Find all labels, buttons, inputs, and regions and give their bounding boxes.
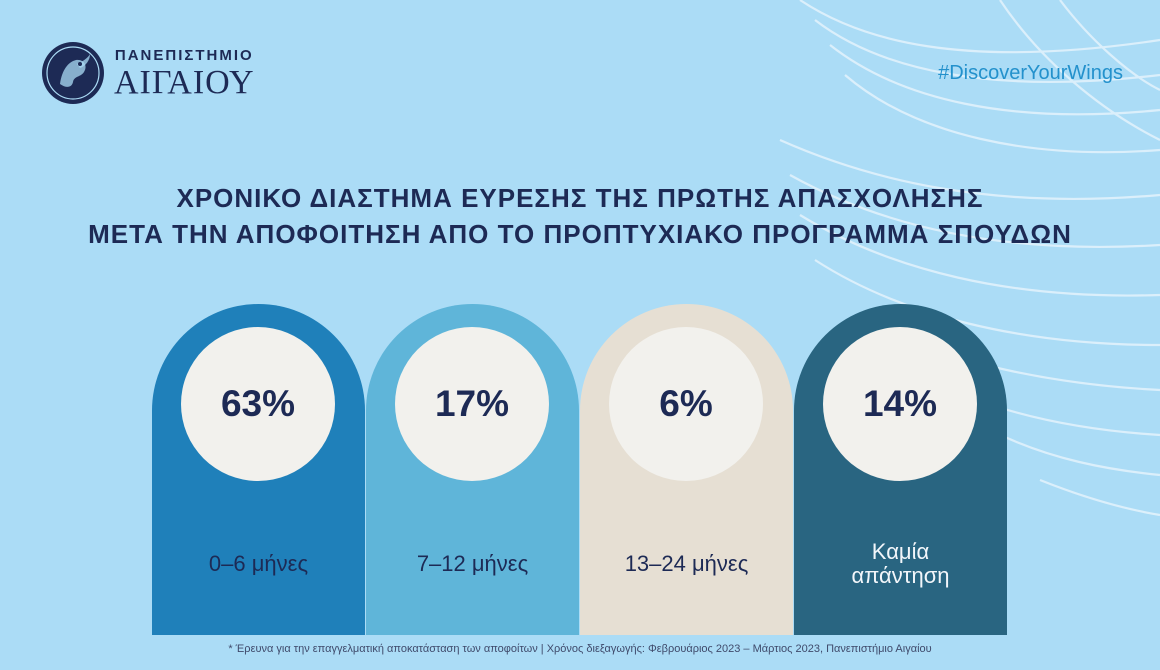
logo-line-1: ΠΑΝΕΠΙΣΤΗΜΙΟ	[114, 46, 254, 64]
category-card-4: 14% Καμία απάντηση	[794, 304, 1007, 635]
chart-title: ΧΡΟΝΙΚΟ ΔΙΑΣΤΗΜΑ ΕΥΡΕΣΗΣ ΤΗΣ ΠΡΩΤΗΣ ΑΠΑΣ…	[0, 180, 1160, 252]
category-label: 7–12 μήνες	[416, 551, 529, 576]
value-label: 17%	[434, 383, 510, 424]
value-circle: 6%	[609, 327, 763, 481]
university-logo: ΠΑΝΕΠΙΣΤΗΜΙΟ ΑΙΓΑΙΟΥ	[40, 40, 255, 106]
value-label: 14%	[862, 383, 938, 424]
chart-title-line-2: ΜΕΤΑ ΤΗΝ ΑΠΟΦΟΙΤΗΣΗ ΑΠΟ ΤΟ ΠΡΟΠΤΥΧΙΑΚΟ Π…	[88, 219, 1072, 249]
footnote: * Έρευνα για την επαγγελματική αποκατάστ…	[228, 643, 932, 655]
hashtag: #DiscoverYourWings	[938, 62, 1123, 84]
logo-line-2: ΑΙΓΑΙΟΥ	[114, 63, 255, 101]
category-label: 0–6 μήνες	[208, 551, 309, 576]
value-circle: 14%	[823, 327, 977, 481]
category-label: 13–24 μήνες	[624, 551, 749, 576]
value-label: 6%	[659, 383, 713, 424]
category-card-1: 63% 0–6 μήνες	[152, 304, 365, 635]
value-label: 63%	[220, 383, 296, 424]
value-circle: 17%	[395, 327, 549, 481]
category-card-2: 17% 7–12 μήνες	[366, 304, 579, 635]
category-label: Καμία απάντηση	[851, 539, 950, 588]
category-card-3: 6% 13–24 μήνες	[580, 304, 793, 635]
university-seal-icon	[42, 42, 104, 104]
chart-title-line-1: ΧΡΟΝΙΚΟ ΔΙΑΣΤΗΜΑ ΕΥΡΕΣΗΣ ΤΗΣ ΠΡΩΤΗΣ ΑΠΑΣ…	[176, 183, 984, 213]
value-circle: 63%	[181, 327, 335, 481]
